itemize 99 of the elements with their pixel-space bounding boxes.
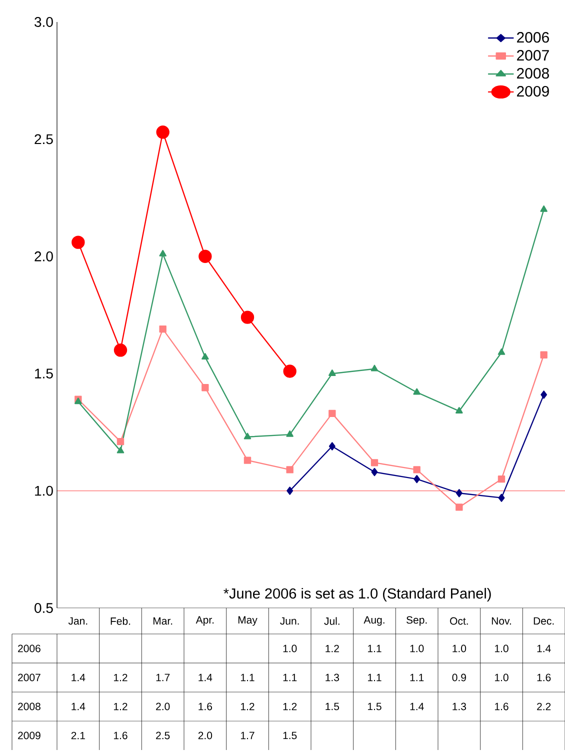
x-tick-label: May: [238, 616, 258, 626]
data-label: 1.2: [114, 674, 128, 682]
data-label: 1.6: [198, 702, 212, 710]
x-tick-label: Nov.: [492, 617, 511, 625]
data-label: 1.4: [537, 644, 551, 652]
point: [370, 364, 378, 372]
y-tick-label: 2.0: [34, 251, 53, 262]
data-label: 1.0: [495, 674, 508, 682]
point: [159, 250, 166, 256]
data-label: 1.2: [114, 702, 128, 710]
data-label: 1.6: [495, 702, 508, 710]
data-label: 1.2: [241, 702, 254, 710]
point: [244, 456, 252, 464]
x-tick-label: Oct.: [450, 617, 468, 625]
point: [498, 475, 506, 483]
point: [456, 504, 463, 511]
text: 2008: [18, 702, 40, 710]
text: 2007: [18, 674, 40, 682]
y-tick-label: 2.5: [34, 134, 53, 144]
x-tick-label: Sep.: [406, 616, 427, 626]
point: [540, 351, 548, 358]
data-label: 1.0: [283, 644, 297, 652]
point: [244, 432, 252, 440]
data-label: 1.5: [326, 702, 340, 710]
data-label: 1.3: [326, 674, 340, 682]
data-label: 1.1: [410, 674, 424, 682]
point: [370, 459, 378, 466]
point: [159, 325, 166, 333]
legend-label: 2006: [517, 32, 549, 43]
point: [540, 205, 548, 212]
x-tick-label: Dec.: [534, 617, 554, 625]
x-tick-label: Jun.: [280, 617, 299, 625]
annotation: *June 2006 is set as 1.0 (Standard Panel): [224, 588, 491, 602]
x-tick-label: Jan.: [68, 617, 88, 625]
legend-label: 2007: [517, 50, 549, 61]
data-label: 0.9: [452, 674, 466, 682]
point: [328, 410, 336, 418]
data-label: 2.0: [198, 732, 212, 740]
data-label: 1.0: [452, 644, 466, 652]
data-label: 2.1: [71, 732, 85, 740]
data-label: 1.4: [198, 674, 212, 682]
x-tick-label: Mar.: [153, 617, 172, 625]
point: [286, 486, 294, 495]
point: [114, 344, 128, 357]
point: [286, 430, 294, 437]
point: [413, 466, 420, 474]
point: [202, 353, 209, 360]
y-tick-label: 0.5: [34, 603, 53, 613]
data-label: 1.3: [452, 702, 466, 710]
data-label: 1.5: [283, 732, 297, 740]
point: [413, 388, 420, 395]
data-label: 1.4: [410, 702, 424, 710]
point: [116, 446, 124, 454]
x-tick-label: Jul.: [324, 617, 340, 625]
y-tick-label: 3.0: [34, 17, 53, 27]
text: 2009: [18, 732, 40, 740]
data-label: 1.7: [241, 732, 254, 740]
legend-label: 2009: [517, 86, 549, 97]
point: [286, 466, 294, 474]
x-tick-label: Apr.: [196, 616, 214, 626]
point: [328, 442, 336, 450]
y-tick-label: 1.5: [35, 368, 53, 378]
legend-label: 2008: [517, 68, 549, 79]
x-tick-label: Aug.: [364, 616, 384, 626]
data-label: 1.6: [114, 732, 128, 740]
data-label: 1.1: [368, 644, 382, 652]
point: [198, 250, 212, 263]
point: [240, 310, 254, 324]
point: [72, 236, 85, 249]
x-tick-label: Feb.: [110, 617, 130, 625]
point: [371, 468, 378, 476]
point: [283, 364, 296, 378]
text: 2006: [18, 644, 40, 652]
data-label: 2.5: [156, 732, 170, 740]
data-label: 1.4: [72, 702, 86, 710]
data-label: 2.2: [537, 702, 551, 710]
point: [156, 126, 170, 139]
data-label: 1.1: [241, 674, 254, 682]
point: [202, 384, 209, 392]
point: [456, 406, 463, 414]
data-label: 1.1: [368, 674, 382, 682]
data-label: 1.5: [368, 702, 382, 710]
data-label: 1.6: [537, 674, 551, 682]
point: [456, 489, 462, 498]
point: [328, 369, 336, 376]
data-label: 1.4: [72, 674, 86, 682]
point: [116, 438, 124, 446]
data-label: 1.1: [283, 674, 297, 682]
data-label: 1.0: [410, 644, 424, 652]
y-tick-label: 1.0: [35, 486, 53, 496]
point: [414, 474, 420, 484]
data-label: 1.7: [156, 674, 170, 682]
data-label: 2.0: [156, 702, 170, 710]
data-label: 1.2: [326, 644, 339, 652]
point: [498, 494, 505, 502]
data-label: 1.2: [283, 702, 297, 710]
data-label: 1.0: [495, 644, 508, 652]
point: [498, 348, 506, 355]
point: [540, 390, 548, 399]
